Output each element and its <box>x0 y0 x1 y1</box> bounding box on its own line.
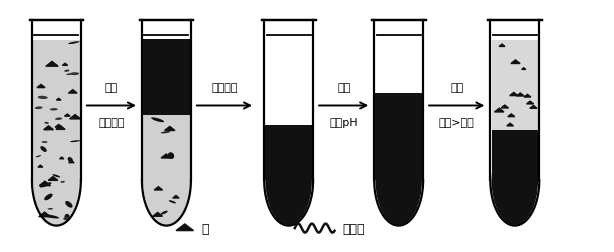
Ellipse shape <box>70 141 80 143</box>
Polygon shape <box>56 99 61 101</box>
Polygon shape <box>55 125 62 128</box>
FancyBboxPatch shape <box>143 40 190 116</box>
Ellipse shape <box>44 122 49 124</box>
Ellipse shape <box>40 183 52 188</box>
Ellipse shape <box>161 132 171 134</box>
Ellipse shape <box>64 214 69 220</box>
Ellipse shape <box>50 109 58 111</box>
Polygon shape <box>63 64 68 66</box>
Polygon shape <box>37 85 45 88</box>
Polygon shape <box>508 114 515 117</box>
Polygon shape <box>44 126 53 130</box>
FancyBboxPatch shape <box>33 41 80 181</box>
FancyBboxPatch shape <box>492 19 538 36</box>
Ellipse shape <box>65 201 72 208</box>
Ellipse shape <box>42 214 59 219</box>
Ellipse shape <box>68 42 79 45</box>
Ellipse shape <box>265 136 312 225</box>
Polygon shape <box>530 106 537 109</box>
Ellipse shape <box>33 136 80 226</box>
Ellipse shape <box>33 136 80 225</box>
Ellipse shape <box>55 118 62 120</box>
FancyBboxPatch shape <box>375 19 422 36</box>
Ellipse shape <box>63 217 71 220</box>
Ellipse shape <box>68 157 73 163</box>
FancyBboxPatch shape <box>375 21 422 181</box>
Ellipse shape <box>169 200 176 204</box>
Polygon shape <box>522 69 526 70</box>
Polygon shape <box>46 62 58 67</box>
Text: 调节pH: 调节pH <box>329 117 358 127</box>
Polygon shape <box>516 93 524 97</box>
Ellipse shape <box>142 136 190 226</box>
Ellipse shape <box>375 136 422 225</box>
Polygon shape <box>39 181 50 186</box>
Ellipse shape <box>45 129 50 131</box>
Ellipse shape <box>491 136 539 226</box>
Ellipse shape <box>161 211 168 215</box>
Polygon shape <box>69 161 74 163</box>
Polygon shape <box>68 90 77 94</box>
Ellipse shape <box>143 136 190 225</box>
Polygon shape <box>154 187 163 190</box>
Ellipse shape <box>60 181 65 183</box>
Text: 收集上相: 收集上相 <box>211 82 238 92</box>
Ellipse shape <box>70 73 79 76</box>
Ellipse shape <box>64 70 69 73</box>
FancyBboxPatch shape <box>265 21 312 181</box>
Ellipse shape <box>48 208 53 210</box>
Polygon shape <box>39 212 50 217</box>
FancyBboxPatch shape <box>143 19 190 36</box>
Polygon shape <box>507 124 513 127</box>
Polygon shape <box>510 93 518 96</box>
FancyBboxPatch shape <box>33 19 80 36</box>
Text: 温度>浊点: 温度>浊点 <box>439 117 475 127</box>
Polygon shape <box>60 158 64 159</box>
Polygon shape <box>176 224 193 231</box>
Text: 加水: 加水 <box>337 82 351 92</box>
FancyBboxPatch shape <box>265 126 312 181</box>
Ellipse shape <box>151 118 164 123</box>
Text: 离心: 离心 <box>450 82 464 92</box>
Ellipse shape <box>375 136 423 226</box>
FancyBboxPatch shape <box>492 21 538 181</box>
Polygon shape <box>48 177 58 181</box>
Ellipse shape <box>492 136 538 225</box>
Ellipse shape <box>35 107 42 110</box>
Ellipse shape <box>42 142 48 143</box>
Text: 加热: 加热 <box>105 82 118 92</box>
FancyBboxPatch shape <box>265 19 312 36</box>
FancyBboxPatch shape <box>33 21 80 181</box>
FancyBboxPatch shape <box>492 130 538 181</box>
Text: 聚合物: 聚合物 <box>343 222 365 235</box>
Polygon shape <box>501 106 508 109</box>
Polygon shape <box>499 45 505 47</box>
FancyBboxPatch shape <box>375 94 422 181</box>
Polygon shape <box>527 102 534 105</box>
Polygon shape <box>524 95 531 98</box>
Ellipse shape <box>41 147 47 152</box>
Text: 酶: 酶 <box>202 222 209 235</box>
FancyBboxPatch shape <box>492 41 538 130</box>
Text: 离心分相: 离心分相 <box>98 117 125 127</box>
Polygon shape <box>511 61 520 64</box>
Polygon shape <box>173 196 179 198</box>
Polygon shape <box>64 114 70 117</box>
FancyBboxPatch shape <box>143 21 190 181</box>
Ellipse shape <box>36 155 41 158</box>
Ellipse shape <box>168 153 174 160</box>
Polygon shape <box>494 109 504 112</box>
FancyBboxPatch shape <box>143 116 190 181</box>
Ellipse shape <box>37 96 48 100</box>
Polygon shape <box>153 213 163 216</box>
Polygon shape <box>56 126 65 130</box>
Ellipse shape <box>265 136 313 226</box>
Polygon shape <box>69 115 80 119</box>
Ellipse shape <box>66 74 71 76</box>
Ellipse shape <box>52 175 60 178</box>
Ellipse shape <box>44 194 53 201</box>
Polygon shape <box>165 127 175 131</box>
Polygon shape <box>38 166 43 167</box>
Polygon shape <box>161 154 171 158</box>
